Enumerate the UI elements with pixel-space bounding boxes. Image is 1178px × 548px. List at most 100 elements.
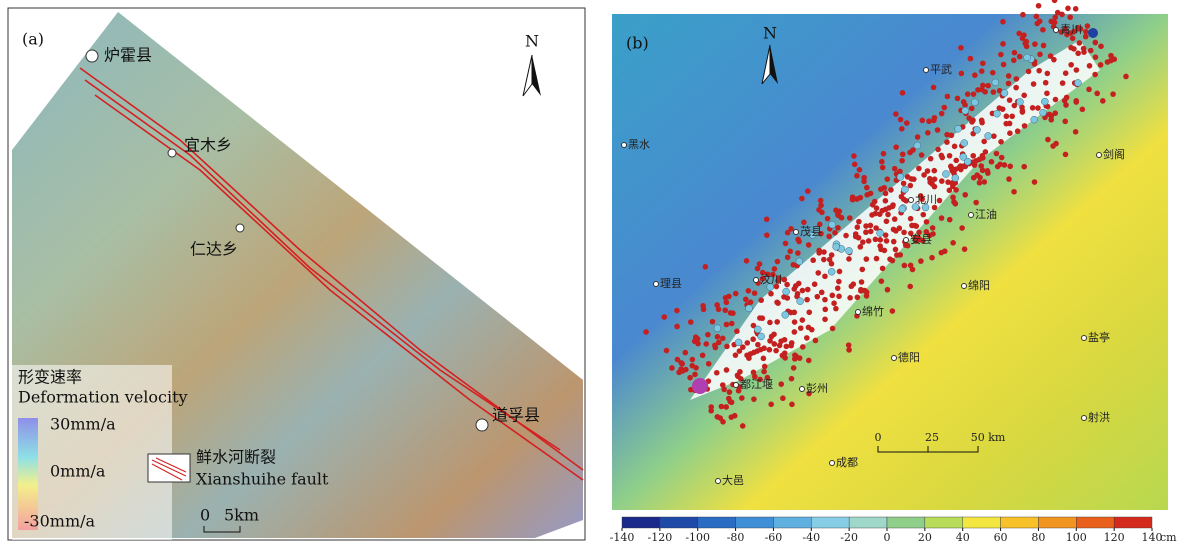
- epicenter: [1014, 76, 1020, 82]
- epicenter: [935, 127, 941, 133]
- epicenter: [734, 328, 740, 334]
- epicenter: [762, 364, 768, 370]
- epicenter: [1040, 109, 1047, 116]
- epicenter: [971, 91, 977, 97]
- epicenter: [885, 287, 891, 293]
- epicenter: [864, 256, 870, 262]
- epicenter: [881, 151, 887, 157]
- epicenter: [1068, 45, 1074, 51]
- epicenter: [717, 415, 723, 421]
- epicenter: [805, 287, 811, 293]
- epicenter: [703, 264, 709, 270]
- colorbar-tick-label: -140: [610, 531, 635, 544]
- epicenter: [939, 178, 945, 184]
- epicenter: [1002, 162, 1008, 168]
- place-marker: [904, 238, 909, 243]
- epicenter: [829, 221, 836, 228]
- place-marker: [1082, 336, 1087, 341]
- epicenter: [980, 60, 986, 66]
- epicenter: [675, 357, 681, 363]
- place-marker: [654, 282, 659, 287]
- place-label: 道孚县: [492, 406, 540, 425]
- epicenter: [860, 239, 866, 245]
- panel-label: (b): [626, 34, 649, 53]
- epicenter: [916, 166, 922, 172]
- epicenter: [868, 229, 874, 235]
- epicenter: [1073, 99, 1079, 105]
- epicenter: [724, 344, 730, 350]
- epicenter: [784, 282, 790, 288]
- epicenter: [669, 365, 675, 371]
- epicenter: [829, 252, 835, 258]
- epicenter: [1035, 105, 1041, 111]
- epicenter: [730, 310, 736, 316]
- epicenter: [979, 120, 985, 126]
- epicenter: [950, 240, 956, 246]
- epicenter: [751, 370, 757, 376]
- epicenter: [864, 185, 870, 191]
- place-marker: [909, 198, 914, 203]
- epicenter: [993, 110, 1000, 117]
- place-marker: [1082, 416, 1087, 421]
- epicenter: [785, 295, 791, 301]
- epicenter: [782, 277, 788, 283]
- epicenter: [879, 159, 885, 165]
- epicenter: [1045, 71, 1051, 77]
- epicenter: [810, 257, 816, 263]
- epicenter: [970, 117, 976, 123]
- epicenter: [902, 263, 908, 269]
- place-label: 彭州: [806, 381, 828, 395]
- epicenter: [722, 307, 728, 313]
- epicenter: [761, 356, 767, 362]
- epicenter: [798, 325, 804, 331]
- epicenter: [1068, 62, 1074, 68]
- epicenter: [846, 247, 853, 254]
- epicenter: [1044, 90, 1050, 96]
- epicenter: [1043, 80, 1049, 86]
- epicenter: [893, 111, 899, 117]
- epicenter: [968, 56, 974, 62]
- epicenter: [846, 342, 852, 348]
- epicenter: [825, 216, 831, 222]
- epicenter: [891, 227, 897, 233]
- place-label: 理县: [660, 277, 682, 290]
- epicenter: [1041, 98, 1048, 105]
- epicenter: [837, 269, 843, 275]
- epicenter: [832, 230, 838, 236]
- epicenter: [977, 175, 983, 181]
- epicenter: [961, 140, 968, 147]
- place-label: 黑水: [628, 138, 650, 151]
- colorbar-tick-label: 120: [1104, 531, 1125, 544]
- epicenter: [1021, 164, 1027, 170]
- colorbar-swatch: [660, 517, 698, 528]
- epicenter: [812, 281, 818, 287]
- epicenter: [975, 87, 981, 93]
- epicenter: [884, 176, 890, 182]
- epicenter: [1031, 81, 1037, 87]
- epicenter: [850, 281, 856, 287]
- scale-label: 25: [925, 431, 939, 444]
- epicenter: [884, 238, 890, 244]
- epicenter: [727, 389, 733, 395]
- epicenter: [904, 120, 910, 126]
- epicenter: [891, 239, 897, 245]
- colorbar-tick-label: 100: [1066, 531, 1087, 544]
- epicenter: [737, 348, 743, 354]
- epicenter: [952, 175, 959, 182]
- epicenter: [830, 326, 836, 332]
- epicenter: [792, 329, 798, 335]
- fault-legend: Xianshuihe fault: [196, 470, 329, 489]
- epicenter: [853, 234, 859, 240]
- epicenter: [985, 83, 991, 89]
- colorbar-tick-label: 0: [884, 531, 891, 544]
- epicenter: [925, 130, 931, 136]
- epicenter: [973, 200, 979, 206]
- epicenter: [932, 176, 938, 182]
- epicenter: [945, 179, 951, 185]
- epicenter: [919, 118, 925, 124]
- epicenter: [777, 343, 783, 349]
- epicenter: [942, 248, 948, 254]
- epicenter: [953, 158, 959, 164]
- colorbar-swatch: [773, 517, 811, 528]
- epicenter: [928, 156, 934, 162]
